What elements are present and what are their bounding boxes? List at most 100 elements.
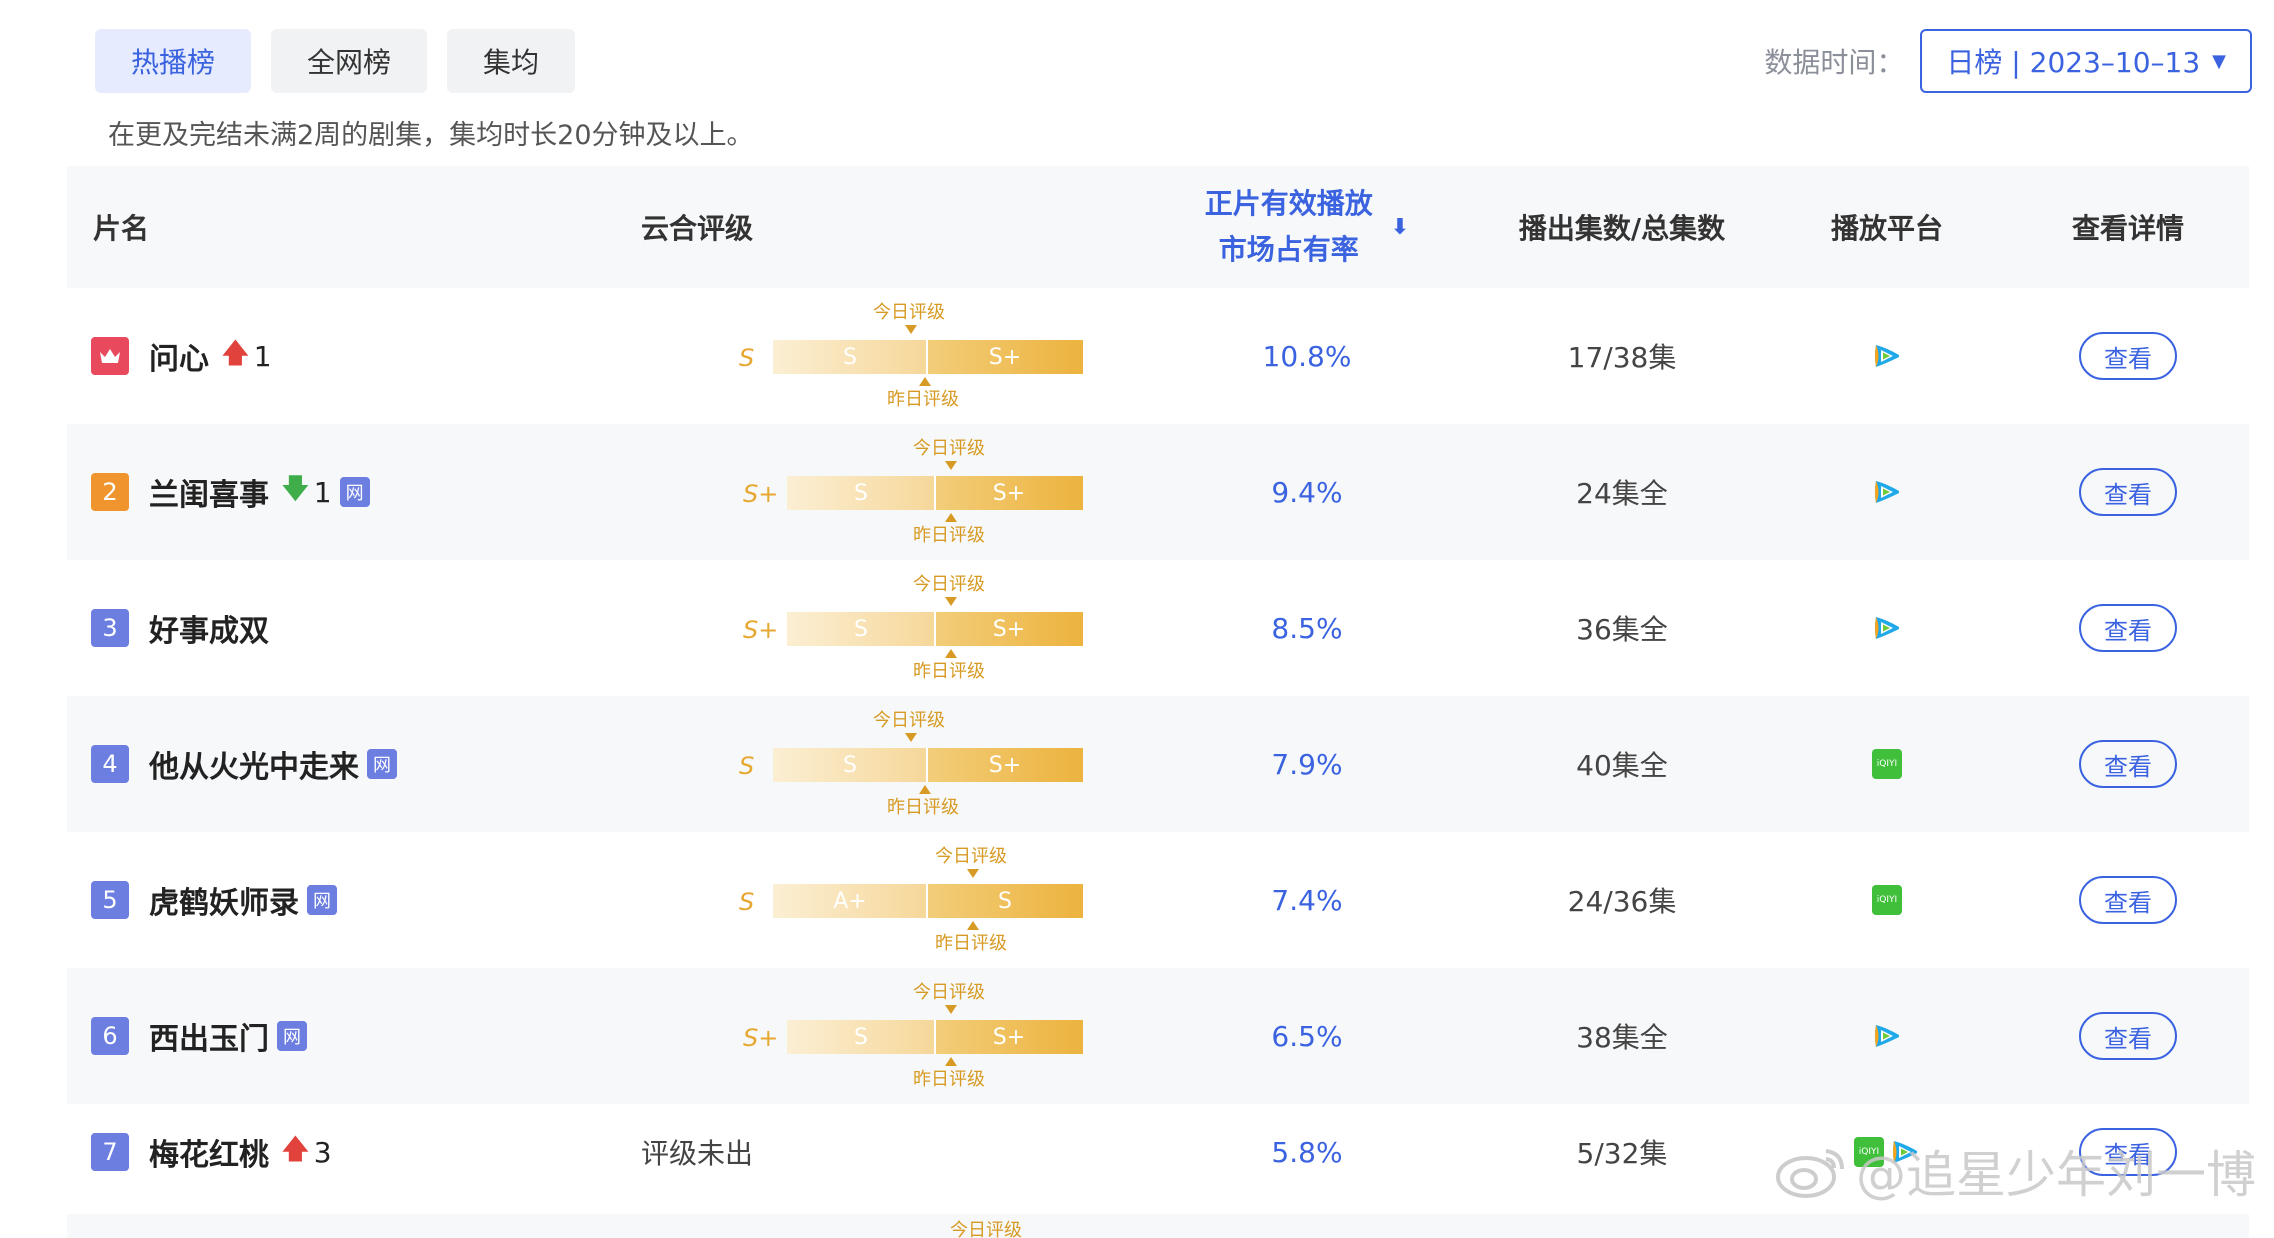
- rating-today-label: 今日评级: [950, 1220, 1022, 1238]
- tencent-video-icon[interactable]: [1890, 1139, 1920, 1165]
- rank-number: 2: [102, 478, 118, 506]
- tencent-video-icon[interactable]: [1872, 615, 1902, 641]
- rating-bar-low: S: [787, 476, 935, 510]
- episode-count: 40集全: [1576, 749, 1668, 782]
- detail-cell: 查看: [2007, 288, 2249, 424]
- detail-cell: 查看: [2007, 832, 2249, 968]
- rating-today-label: 今日评级: [873, 710, 945, 731]
- market-share: 5.8%: [1271, 1135, 1343, 1169]
- view-detail-button[interactable]: 查看: [2079, 604, 2177, 652]
- rating-today-label: 今日评级: [913, 574, 985, 595]
- rating-yesterday-label: 昨日评级: [887, 389, 959, 410]
- arrow-up-icon: 🡅: [281, 1132, 310, 1165]
- view-detail-button[interactable]: 查看: [2079, 1128, 2177, 1176]
- rating-bar: S S+: [773, 340, 1083, 374]
- market-share: 8.5%: [1271, 611, 1343, 645]
- view-detail-button[interactable]: 查看: [2079, 876, 2177, 924]
- web-drama-badge: 网: [307, 885, 337, 915]
- rating-bar: A+ S: [773, 884, 1083, 918]
- rating-unrated: 评级未出: [640, 1137, 753, 1170]
- rating-bar-high: S+: [935, 1020, 1083, 1054]
- title-cell: 4 他从火光中走来网: [67, 696, 397, 832]
- title-cell: 问心 🡅 1: [67, 288, 272, 424]
- episode-count: 36集全: [1576, 613, 1668, 646]
- rank-number: 4: [102, 750, 118, 778]
- header-detail: 查看详情: [2071, 212, 2184, 245]
- next-row-partial: 今日评级: [67, 1214, 2249, 1238]
- platform-cell: [1767, 288, 2007, 424]
- rating-cell: S 今日评级 S S+ 昨日评级: [67, 288, 1167, 424]
- rank-badge: 2: [91, 473, 129, 511]
- drama-title[interactable]: 虎鹤妖师录: [149, 886, 299, 921]
- caret-down-icon: ▼: [2212, 50, 2226, 72]
- rating-bar-low: S: [773, 340, 927, 374]
- detail-cell: 查看: [2007, 560, 2249, 696]
- grade-label: S+: [743, 480, 779, 508]
- header-share-line2: 市场占有率: [1218, 233, 1359, 266]
- market-share: 7.9%: [1271, 747, 1343, 781]
- episode-count: 5/32集: [1576, 1137, 1668, 1170]
- table-row: 7 梅花红桃 🡅 3 评级未出 5.8% 5/32集 iQIYI 查看: [67, 1104, 2249, 1200]
- rating-bar: S S+: [787, 476, 1083, 510]
- rank-badge: 6: [91, 1017, 129, 1055]
- tencent-video-icon[interactable]: [1872, 343, 1902, 369]
- date-select[interactable]: 日榜 | 2023–10–13 ▼: [1920, 29, 2252, 93]
- rank-change-value: 1: [253, 339, 272, 373]
- iqiyi-icon[interactable]: iQIYI: [1872, 885, 1902, 915]
- yesterday-marker-icon: [945, 1057, 957, 1066]
- drama-title[interactable]: 兰闺喜事: [149, 478, 269, 513]
- episode-count: 24/36集: [1567, 885, 1677, 918]
- rating-cell: S 今日评级 S S+ 昨日评级: [67, 696, 1167, 832]
- table-row: 4 他从火光中走来网 S 今日评级 S S+ 昨日评级 7.9% 40集全 iQIYI 查看: [67, 696, 2249, 832]
- market-share: 7.4%: [1271, 883, 1343, 917]
- header-share[interactable]: 正片有效播放 市场占有率 ⬇: [1157, 166, 1457, 288]
- detail-cell: 查看: [2007, 1104, 2249, 1200]
- view-detail-button[interactable]: 查看: [2079, 1012, 2177, 1060]
- table-row: 6 西出玉门网 S+ 今日评级 S S+ 昨日评级 6.5% 38集全 查看: [67, 968, 2249, 1104]
- rating-bar-divider: [934, 1020, 936, 1054]
- rating-yesterday-label: 昨日评级: [935, 933, 1007, 954]
- rating-cell: S 今日评级 A+ S 昨日评级: [67, 832, 1167, 968]
- view-detail-button[interactable]: 查看: [2079, 740, 2177, 788]
- drama-title[interactable]: 梅花红桃: [149, 1138, 269, 1173]
- rating-bar-low: S: [787, 612, 935, 646]
- episode-count: 17/38集: [1567, 341, 1677, 374]
- view-detail-button[interactable]: 查看: [2079, 468, 2177, 516]
- tencent-video-icon[interactable]: [1872, 1023, 1902, 1049]
- iqiyi-icon[interactable]: iQIYI: [1854, 1137, 1884, 1167]
- header-name: 片名: [93, 212, 150, 245]
- episode-count: 38集全: [1576, 1021, 1668, 1054]
- header-platform: 播放平台: [1830, 212, 1943, 245]
- title-cell: 3 好事成双: [67, 560, 269, 696]
- table-header: 片名 云合评级 正片有效播放 市场占有率 ⬇ 播出集数/总集数 播放平台 查看详…: [67, 166, 2249, 288]
- rank-badge: 4: [91, 745, 129, 783]
- tencent-video-icon[interactable]: [1872, 479, 1902, 505]
- rating-today-label: 今日评级: [913, 438, 985, 459]
- tab-hot[interactable]: 热播榜: [95, 29, 252, 93]
- rank-change: 🡅 1: [221, 332, 272, 380]
- drama-title[interactable]: 问心: [149, 342, 209, 377]
- sort-down-icon[interactable]: ⬇: [1390, 214, 1410, 240]
- detail-cell: 查看: [2007, 696, 2249, 832]
- drama-title[interactable]: 西出玉门: [149, 1022, 269, 1057]
- today-marker-icon: [945, 597, 957, 606]
- tab-episode-average[interactable]: 集均: [447, 29, 576, 93]
- drama-title[interactable]: 好事成双: [149, 614, 269, 649]
- yesterday-marker-icon: [945, 513, 957, 522]
- rank-change-value: 1: [313, 475, 332, 509]
- today-marker-icon: [905, 325, 917, 334]
- market-share: 10.8%: [1262, 339, 1352, 373]
- iqiyi-icon[interactable]: iQIYI: [1872, 749, 1902, 779]
- rating-bar: S S+: [773, 748, 1083, 782]
- grade-label: S: [739, 752, 755, 780]
- table-row: 2 兰闺喜事 🡇 1 网 S+ 今日评级 S S+ 昨日评级 9.4% 24集全 查看: [67, 424, 2249, 560]
- rating-bar-high: S+: [935, 476, 1083, 510]
- view-detail-button[interactable]: 查看: [2079, 332, 2177, 380]
- rank-badge: [91, 337, 129, 375]
- tab-all-network[interactable]: 全网榜: [271, 29, 428, 93]
- grade-label: S+: [743, 616, 779, 644]
- drama-title[interactable]: 他从火光中走来: [149, 750, 359, 785]
- rating-bar-high: S+: [935, 612, 1083, 646]
- rank-number: 7: [102, 1138, 118, 1166]
- today-marker-icon: [945, 461, 957, 470]
